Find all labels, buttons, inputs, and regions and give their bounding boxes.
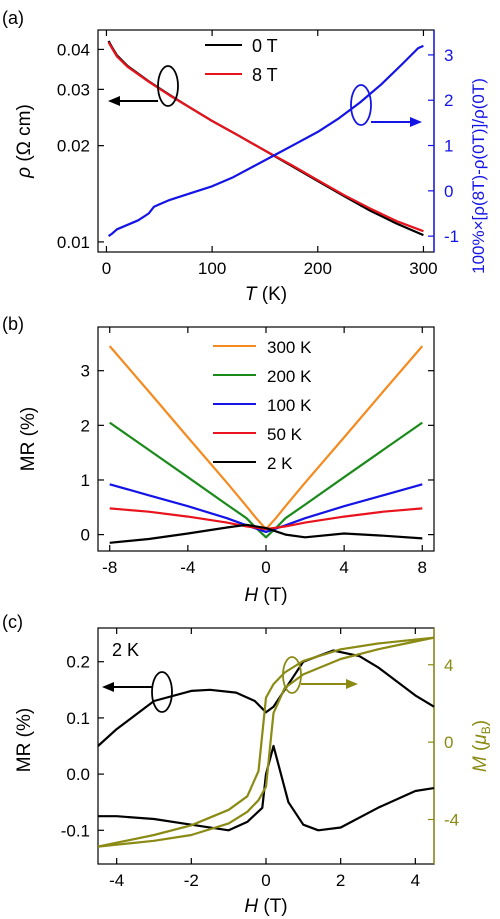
- y2-tick-label: 2: [444, 91, 453, 110]
- y-tick-label: 3: [81, 362, 90, 381]
- panel-b-series: [108, 345, 424, 544]
- panel-a-series: [107, 40, 424, 237]
- panel-c-y2label: M (μB): [470, 720, 493, 772]
- panel-c-series: [97, 636, 435, 848]
- y2-tick-label: 3: [444, 46, 453, 65]
- x-tick-label: 0: [261, 558, 270, 577]
- legend-label-200K: 200 K: [267, 367, 312, 386]
- panel-b-label: (b): [2, 314, 24, 334]
- y-tick-label: 0.1: [66, 709, 90, 728]
- legend-label-8T: 8 T: [252, 65, 278, 85]
- panel-b-frame: [97, 326, 435, 552]
- arrow-head-left-icon: [108, 96, 120, 106]
- x-tick-label: -4: [109, 871, 124, 890]
- legend-label-2K: 2 K: [267, 454, 293, 473]
- legend-label-100K: 100 K: [267, 396, 312, 415]
- series-200-k: [109, 421, 423, 539]
- y2-tick-label: 0: [444, 733, 453, 752]
- panel-b-ylabel: MR (%): [18, 407, 39, 471]
- y-tick-label: 0.04: [57, 40, 90, 59]
- y-tick-label: 2: [81, 416, 90, 435]
- series-mr: [107, 44, 424, 237]
- panel-a-right-axis-marker: [350, 84, 422, 127]
- panel-c-frame: [97, 627, 435, 865]
- y2-tick-label: -4: [444, 811, 459, 830]
- y-tick-label: 0.2: [66, 653, 90, 672]
- series-2-k: [109, 523, 423, 544]
- y2-tick-label: 4: [444, 656, 453, 675]
- y-tick-label: 0.01: [57, 233, 90, 252]
- series-m-up-sweep: [97, 636, 435, 848]
- series-m-down-sweep: [97, 636, 435, 848]
- panel-a-frame: [97, 29, 435, 253]
- series-100-k: [109, 483, 423, 534]
- panel-b: (b) -8 -4 0 4 8 0 1 2 3 H (T) MR (%) 300 K 200 …: [2, 314, 435, 606]
- panel-a-ylabel: ρ (Ω cm): [14, 104, 35, 179]
- panel-c: (c) -4 -2 0 2 4 -0.1 0.0 0.1 0.2 -4 0 4 H (T) MR …: [2, 612, 493, 917]
- x-tick-label: -8: [102, 558, 117, 577]
- ellipse-marker: [151, 671, 173, 713]
- arrow-head-left-icon: [102, 682, 114, 692]
- ellipse-marker: [157, 65, 179, 107]
- panel-c-x-ticks: -4 -2 0 2 4: [109, 628, 420, 890]
- panel-c-label: (c): [2, 612, 23, 632]
- panel-c-temperature-label: 2 K: [112, 640, 139, 660]
- x-tick-label: 300: [409, 259, 437, 278]
- y-tick-label: 1: [81, 471, 90, 490]
- panel-c-y-ticks: -0.1 0.0 0.1 0.2: [61, 653, 104, 840]
- x-tick-label: -2: [184, 871, 199, 890]
- panel-a-xlabel: T (K): [245, 284, 287, 305]
- panel-b-x-ticks: -8 -4 0 4 8: [102, 327, 427, 577]
- y-tick-label: 0: [81, 526, 90, 545]
- y2-tick-label: -1: [444, 227, 459, 246]
- x-tick-label: 100: [198, 259, 226, 278]
- y-tick-label: -0.1: [61, 821, 90, 840]
- ellipse-marker: [282, 656, 302, 694]
- y-tick-label: 0.0: [66, 765, 90, 784]
- panel-b-y-ticks: 0 1 2 3: [81, 362, 434, 545]
- x-tick-label: 200: [304, 259, 332, 278]
- panel-c-y2-ticks: -4 0 4: [428, 628, 459, 864]
- panel-a-y2label: 100%×[ρ(8T)-ρ(0T)]/ρ(0T): [469, 78, 488, 274]
- x-tick-label: 8: [418, 558, 427, 577]
- panel-c-ylabel: MR (%): [14, 708, 35, 772]
- legend-label-300K: 300 K: [267, 338, 312, 357]
- panel-a-left-axis-marker: [108, 65, 179, 107]
- x-tick-label: 0: [102, 259, 111, 278]
- panel-c-left-axis-marker: [102, 671, 173, 713]
- panel-a-x-ticks: 0 100 200 300: [102, 30, 438, 278]
- x-tick-label: 2: [336, 871, 345, 890]
- series-8-t: [107, 41, 424, 233]
- series-300-k: [108, 345, 424, 531]
- panel-a-y2-ticks: -1 0 1 2 3: [428, 30, 459, 252]
- arrow-head-right-icon: [410, 117, 422, 127]
- y2-tick-label: 0: [444, 182, 453, 201]
- x-tick-label: 0: [261, 871, 270, 890]
- arrow-head-right-icon: [346, 679, 358, 689]
- panel-a: (a) 0 100 200 300 0.01 0.02 0.03 0.04 -1 0 1 2 3 T…: [2, 8, 488, 305]
- ellipse-marker: [350, 84, 372, 126]
- panel-c-right-axis-marker: [282, 656, 358, 694]
- panel-b-legend: 300 K 200 K 100 K 50 K 2 K: [213, 338, 312, 473]
- panel-a-y-ticks: 0.01 0.02 0.03 0.04: [57, 40, 104, 252]
- panel-a-legend: 0 T 8 T: [205, 36, 278, 85]
- x-tick-label: 4: [411, 871, 420, 890]
- y-tick-label: 0.03: [57, 80, 90, 99]
- y-tick-label: 0.02: [57, 137, 90, 156]
- series-50-k: [109, 507, 423, 531]
- y2-tick-label: 1: [444, 137, 453, 156]
- x-tick-label: -4: [180, 558, 195, 577]
- x-tick-label: 4: [339, 558, 348, 577]
- legend-label-0T: 0 T: [252, 36, 278, 56]
- panel-a-label: (a): [2, 8, 24, 28]
- panel-b-xlabel: H (T): [244, 585, 287, 606]
- legend-label-50K: 50 K: [267, 425, 303, 444]
- panel-c-xlabel: H (T): [244, 896, 287, 917]
